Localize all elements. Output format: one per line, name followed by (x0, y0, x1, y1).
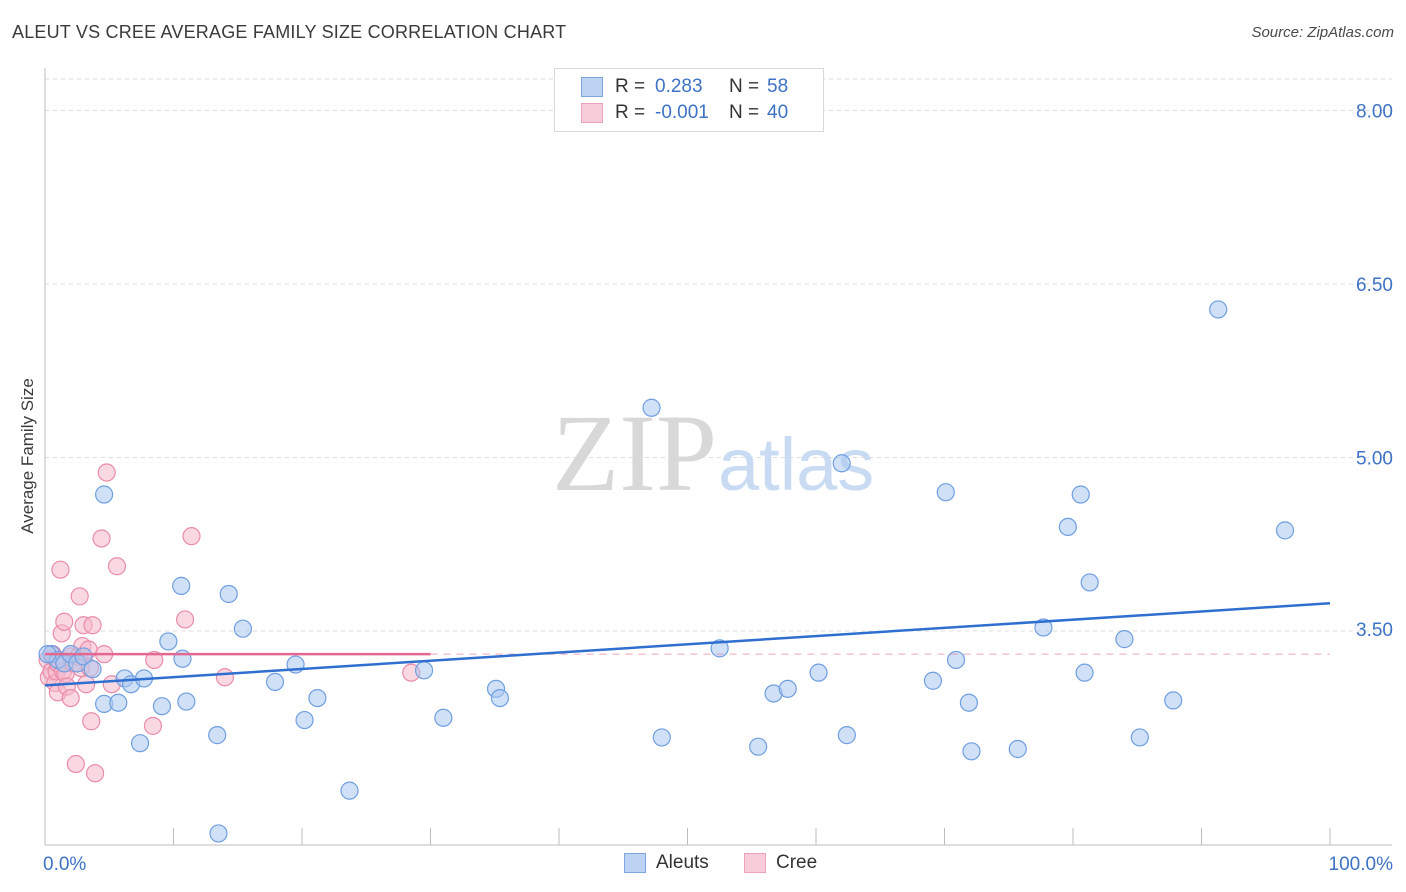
aleut-point (652, 728, 671, 747)
aleuts-trend-line (44, 601, 1331, 687)
legend-item-cree[interactable]: Cree (744, 852, 817, 874)
legend-row-aleuts: R = 0.283 N = 58 (581, 75, 788, 99)
aleut-point (74, 647, 93, 666)
aleut-point (265, 672, 285, 692)
aleut-point (778, 679, 797, 698)
aleut-point (159, 632, 178, 651)
cree-point (66, 754, 85, 774)
legend-item-aleuts[interactable]: Aleuts (624, 852, 709, 874)
aleuts-swatch (624, 853, 646, 873)
cree-point (175, 610, 195, 629)
cree-point (215, 668, 234, 687)
cree-point (143, 716, 163, 735)
aleut-point (152, 697, 172, 716)
legend-row-cree: R = -0.001 N = 40 (581, 101, 788, 125)
cree-point (92, 529, 111, 548)
aleut-point (936, 483, 955, 502)
zipatlas-watermark: ZIP atlas (552, 392, 874, 514)
n-value: 40 (767, 102, 789, 123)
axes (44, 68, 1392, 846)
aleut-point (414, 661, 434, 680)
aleut-point (208, 726, 227, 745)
cree-point (55, 612, 74, 631)
x-tick-label-min: 0.0% (43, 854, 86, 875)
trend-lines (44, 601, 1331, 687)
aleut-point (642, 398, 661, 417)
cree-point (61, 688, 80, 708)
aleut-point (749, 737, 768, 756)
aleut-point (172, 576, 191, 595)
aleut-point (209, 824, 228, 843)
tick-labels: 3.50 5.00 6.50 8.00 0.0% 100.0% (43, 101, 1393, 875)
cree-point (97, 463, 116, 482)
n-label: N = (729, 102, 760, 123)
y-tick-label: 8.00 (1356, 101, 1393, 122)
aleut-point (710, 639, 729, 658)
grid-lines (45, 78, 1392, 632)
cree-swatch (744, 853, 766, 873)
aleut-point (923, 671, 943, 690)
cree-series (38, 463, 421, 783)
cree-point (86, 764, 105, 783)
r-label: R = (615, 76, 646, 97)
aleut-point (434, 708, 453, 727)
aleut-point (233, 619, 252, 638)
y-tick-label: 6.50 (1356, 275, 1393, 296)
cree-label: Cree (776, 852, 818, 873)
aleut-point (962, 742, 981, 761)
aleut-point (1164, 691, 1183, 710)
n-value: 58 (767, 76, 789, 97)
aleut-point (83, 660, 102, 679)
aleut-point (308, 688, 327, 708)
cree-point (145, 650, 164, 670)
aleut-point (946, 650, 966, 670)
aleut-point (1008, 739, 1027, 759)
y-tick-label: 3.50 (1356, 620, 1393, 641)
aleut-point (1071, 485, 1090, 504)
r-value: -0.001 (655, 102, 709, 123)
r-label: R = (615, 102, 646, 123)
aleut-point (130, 734, 150, 753)
cree-point (182, 527, 201, 546)
aleut-point (295, 710, 314, 730)
aleut-point (1209, 300, 1228, 319)
aleut-point (173, 649, 192, 668)
watermark-zip: ZIP (552, 392, 717, 514)
aleut-point (1080, 573, 1099, 592)
aleut-point (837, 726, 856, 745)
aleuts-series (38, 300, 1295, 843)
y-tick-label: 5.00 (1356, 449, 1393, 470)
aleut-point (219, 584, 238, 604)
x-tick-label-max: 100.0% (1329, 854, 1394, 875)
cree-point (82, 712, 101, 731)
aleut-point (1115, 630, 1134, 649)
aleut-point (177, 692, 196, 711)
cree-point (70, 587, 89, 606)
source-label: Source: ZipAtlas.com (1251, 24, 1394, 41)
r-value: 0.283 (655, 76, 703, 97)
aleut-point (1075, 663, 1094, 682)
aleut-point (809, 663, 828, 682)
stats-legend: R = 0.283 N = 58 R = -0.001 N = 40 (554, 68, 824, 132)
aleut-point (109, 693, 128, 712)
watermark-atlas: atlas (718, 423, 874, 506)
aleut-point (1034, 618, 1053, 637)
aleut-point (959, 693, 979, 712)
chart-title: ALEUT VS CREE AVERAGE FAMILY SIZE CORREL… (12, 22, 567, 42)
aleut-point (832, 454, 851, 473)
aleut-point (1130, 728, 1149, 747)
cree-point (51, 560, 70, 579)
aleut-point (1058, 517, 1077, 537)
aleut-point (95, 485, 114, 504)
cree-swatch (581, 103, 603, 123)
aleuts-swatch (581, 77, 603, 97)
cree-point (83, 616, 102, 635)
aleut-point (340, 781, 359, 800)
n-label: N = (729, 76, 760, 97)
aleut-point (490, 688, 509, 708)
aleut-point (1275, 521, 1295, 540)
aleuts-label: Aleuts (656, 852, 709, 873)
cree-point (107, 557, 127, 576)
